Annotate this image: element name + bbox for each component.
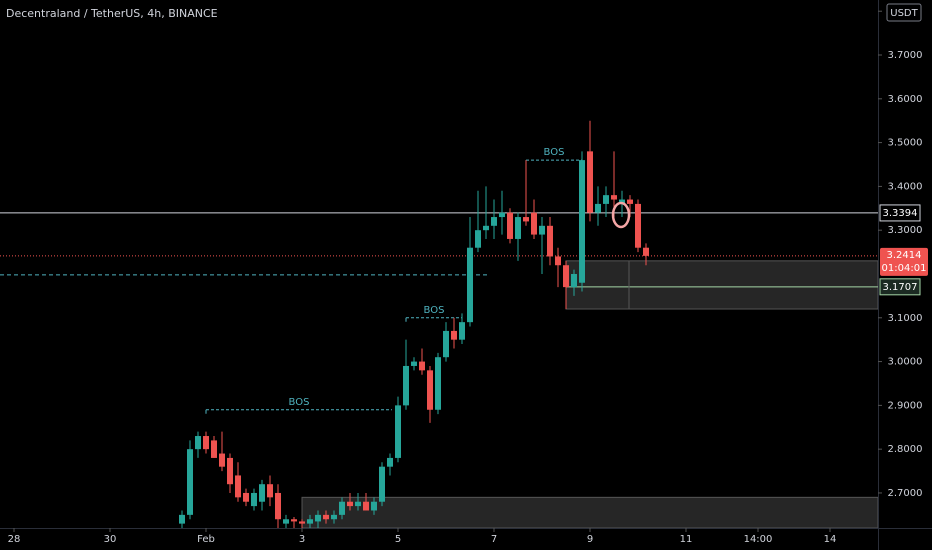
bos-label: BOS [424,305,445,316]
candle-body [179,514,185,524]
candle-body [539,225,545,235]
x-tick-label: 14:00 [744,534,773,545]
candle-body [355,501,361,507]
candle-body [579,160,585,283]
currency-badge [886,3,922,22]
candle-body [467,247,473,323]
candle-body [443,330,449,358]
marked-level-label: 3.3394 [883,208,918,219]
candle-body [627,199,633,204]
candle-body [195,436,201,450]
candle-body [459,322,465,340]
candle-body [507,212,513,239]
candle-body [243,492,249,502]
last-price-badge [880,247,928,276]
x-tick-label: 11 [680,534,693,545]
x-tick-label: 3 [299,534,305,545]
x-tick-label: Feb [197,534,215,545]
candle-body [491,217,497,226]
last-price-label: 3.2414 [887,250,922,261]
candle-body [235,475,241,498]
x-tick-label: 14 [824,534,837,545]
candle-body [555,256,561,266]
x-tick-label: 5 [395,534,401,545]
candle-body [547,225,553,257]
y-tick-label: 3.6000 [888,94,923,105]
y-tick-label: 3.3000 [888,225,923,236]
candle-body [275,492,281,520]
candle-body [395,405,401,458]
zone [565,260,879,310]
candle-body [259,484,265,502]
candle-body [307,519,313,524]
x-tick-label: 7 [491,534,497,545]
chart-title: Decentraland / TetherUS, 4h, BINANCE [6,7,218,20]
candle-body [603,195,609,204]
candle-body [211,440,217,458]
candle-body [363,501,369,511]
candle-body [643,247,649,256]
zone-level-label: 3.1707 [883,282,918,293]
candle-body [499,212,505,218]
y-tick-label: 3.5000 [888,138,923,149]
candle-body [371,501,377,511]
candle-body [403,365,409,406]
y-tick-label: 2.8000 [888,444,923,455]
candle-body [435,357,441,410]
candle-body [619,199,625,204]
zone-level-badge [879,278,921,296]
currency-label: USDT [890,8,918,19]
candle-body [315,514,321,522]
y-tick-label: 3.0000 [888,357,923,368]
highlight-circle [611,201,631,229]
marked-level-badge [879,204,921,222]
candle-body [515,217,521,239]
candle-body [203,436,209,450]
y-tick-label: 2.9000 [888,400,923,411]
y-tick-label: 3.1000 [888,313,923,324]
candle-body [387,457,393,467]
candle-body [379,466,385,502]
candle-body [331,514,337,520]
candle-body [299,521,305,524]
candle-body [475,230,481,248]
y-tick-label: 3.7000 [888,50,923,61]
bos-label: BOS [544,147,565,158]
candle-body [419,361,425,371]
x-tick-label: 9 [587,534,593,545]
candle-body [291,519,297,522]
candle-body [219,453,225,467]
y-tick-label: 3.4000 [888,181,923,192]
candle-body [411,361,417,366]
countdown-label: 01:04:01 [882,263,927,274]
candle-body [563,265,569,288]
candle-body [611,195,617,200]
candle-body [323,514,329,520]
candle-body [187,449,193,515]
bos-label: BOS [289,397,310,408]
candle-body [251,492,257,507]
candle-body [339,501,345,515]
candle-body [587,151,593,213]
zone [301,496,879,529]
candle-body [283,519,289,524]
candle-body [267,484,273,498]
x-tick-label: 28 [8,534,21,545]
candle-body [227,457,233,485]
candle-body [427,370,433,410]
y-tick-label: 2.7000 [888,488,923,499]
candle-body [451,330,457,340]
candle-body [531,212,537,235]
candle-body [635,203,641,248]
candle-body [347,501,353,507]
candle-body [595,203,601,213]
candle-body [483,225,489,231]
x-tick-label: 30 [104,534,117,545]
candle-body [523,217,529,222]
candle-body [571,273,577,288]
